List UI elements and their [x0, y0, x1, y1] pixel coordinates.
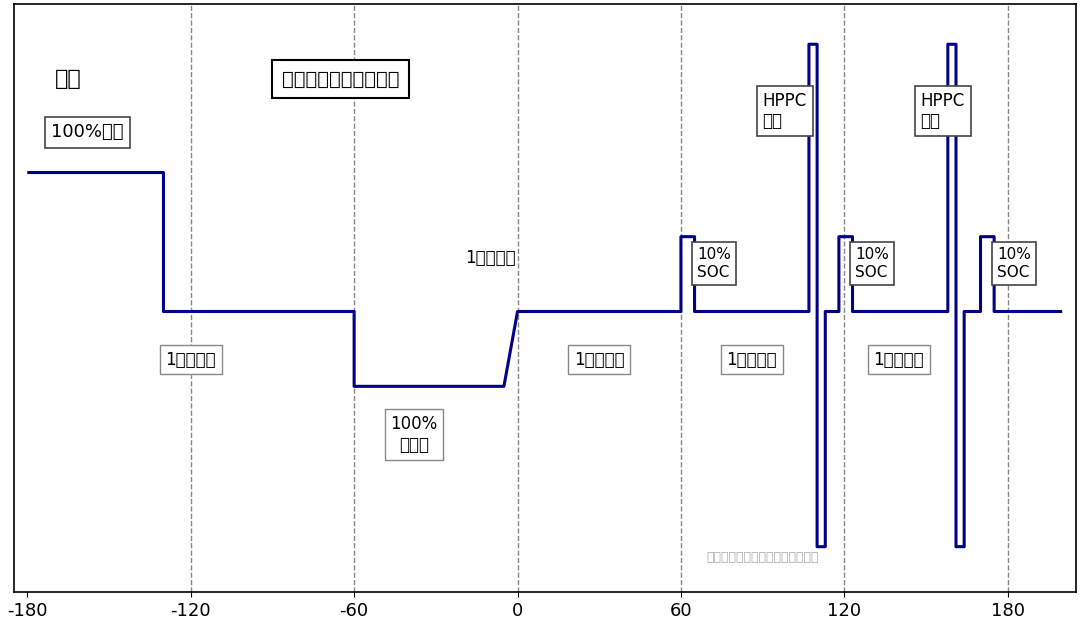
- Text: 10%
SOC: 10% SOC: [855, 247, 889, 280]
- Text: 100%放电: 100%放电: [51, 124, 123, 142]
- Text: 基于神经网络算法的电池管理系统: 基于神经网络算法的电池管理系统: [706, 551, 819, 564]
- Text: 1小时静置: 1小时静置: [727, 351, 777, 369]
- Text: HPPC
过程: HPPC 过程: [762, 92, 807, 130]
- Text: 100%
再充电: 100% 再充电: [390, 415, 437, 454]
- Text: 1小时静置: 1小时静置: [874, 351, 924, 369]
- Text: 1小时静置: 1小时静置: [573, 351, 624, 369]
- Text: 10%
SOC: 10% SOC: [997, 247, 1030, 280]
- Text: 放电: 放电: [54, 69, 81, 89]
- Text: HPPC
过程: HPPC 过程: [920, 92, 964, 130]
- Text: 注：时间尺度是近似的: 注：时间尺度是近似的: [282, 69, 400, 89]
- Text: 1小时静置: 1小时静置: [465, 249, 515, 267]
- Text: 10%
SOC: 10% SOC: [698, 247, 731, 280]
- Text: 1小时静置: 1小时静置: [165, 351, 216, 369]
